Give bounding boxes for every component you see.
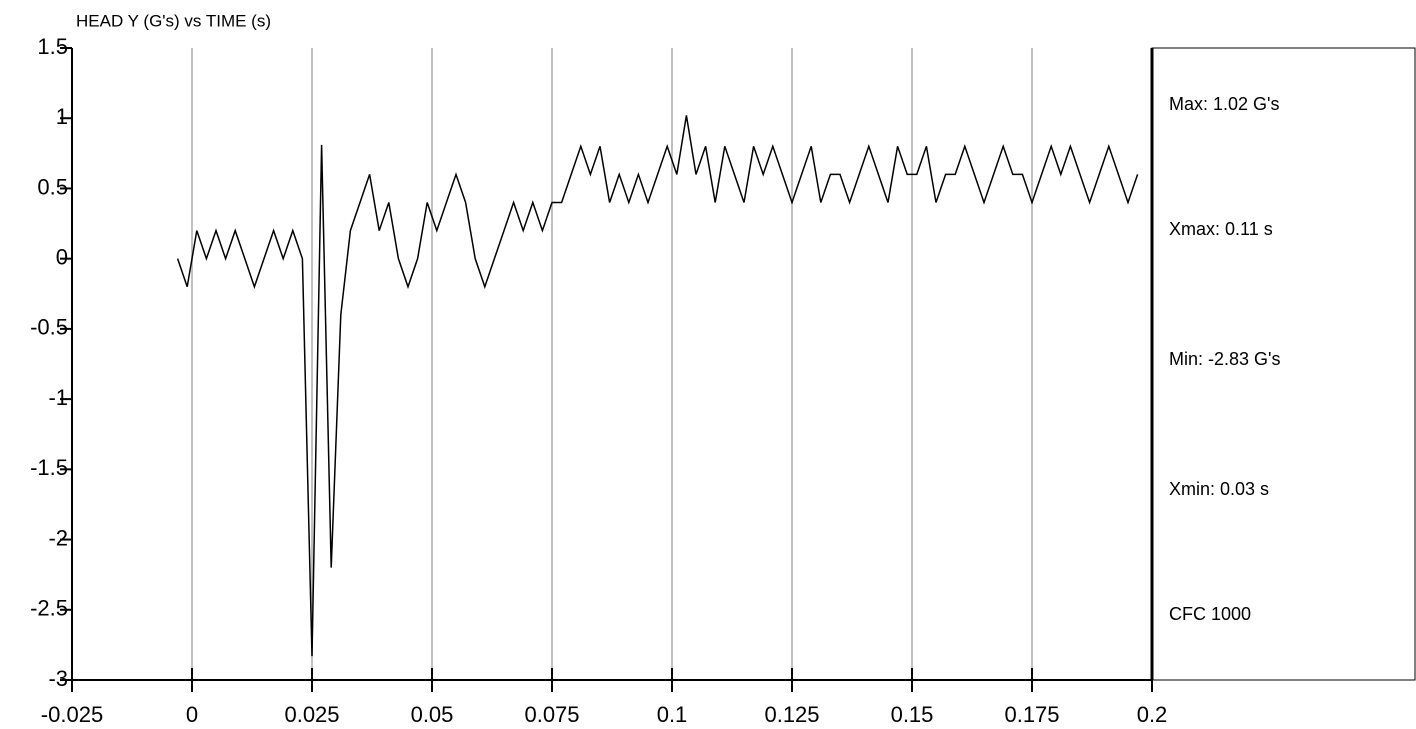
data-line <box>176 115 1139 657</box>
x-tick-label: 0.2 <box>1137 702 1168 727</box>
annotation: CFC 1000 <box>1169 604 1251 624</box>
x-tick-label: 0.1 <box>657 702 688 727</box>
annotation: Xmin: 0.03 s <box>1169 479 1269 499</box>
x-tick-label: 0.05 <box>411 702 454 727</box>
y-tick-label: -0.5 <box>30 315 68 340</box>
y-tick-label: -2.5 <box>30 596 68 621</box>
x-tick-label: 0.125 <box>764 702 819 727</box>
chart-title: HEAD Y (G's) vs TIME (s) <box>76 11 271 30</box>
y-tick-label: -3 <box>48 666 68 691</box>
y-tick-label: 1 <box>56 104 68 129</box>
y-tick-label: 1.5 <box>37 34 68 59</box>
annotation: Max: 1.02 G's <box>1169 94 1279 114</box>
x-tick-label: 0.025 <box>284 702 339 727</box>
y-tick-label: -1.5 <box>30 455 68 480</box>
x-tick-label: 0 <box>186 702 198 727</box>
y-tick-label: 0.5 <box>37 174 68 199</box>
annotation: Xmax: 0.11 s <box>1169 219 1273 239</box>
y-tick-label: -1 <box>48 385 68 410</box>
x-tick-label: 0.075 <box>524 702 579 727</box>
annotation: Min: -2.83 G's <box>1169 349 1280 369</box>
y-tick-label: -2 <box>48 525 68 550</box>
x-tick-label: 0.15 <box>891 702 934 727</box>
x-tick-label: 0.175 <box>1004 702 1059 727</box>
x-tick-label: -0.025 <box>41 702 103 727</box>
y-tick-label: 0 <box>56 244 68 269</box>
